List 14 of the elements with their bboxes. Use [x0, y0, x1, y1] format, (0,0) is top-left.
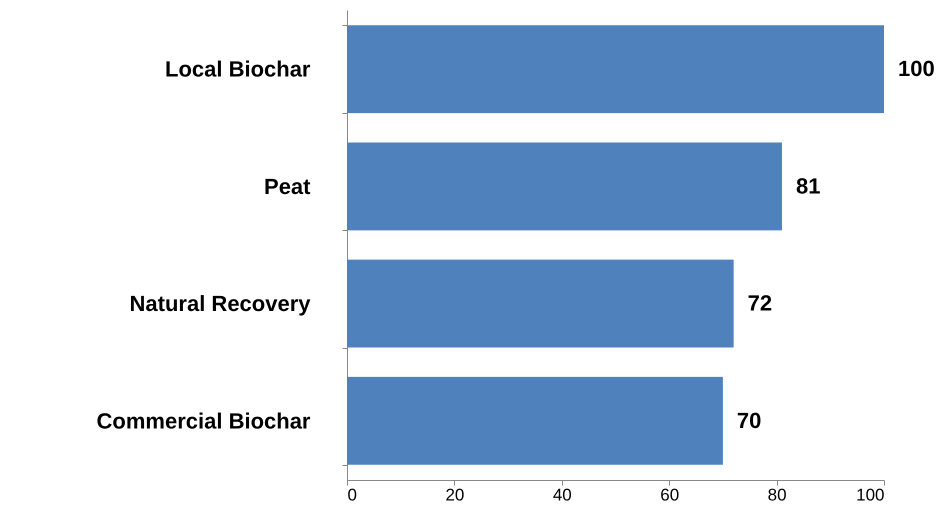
y-tick-label: Local Biochar — [165, 56, 311, 82]
x-tick-label: 80 — [768, 486, 787, 504]
x-tick-label: 100 — [856, 486, 884, 504]
data-label: 100 — [898, 56, 935, 82]
y-tick-label: Peat — [264, 174, 312, 199]
data-label: 81 — [796, 173, 820, 198]
x-tick-label: 0 — [348, 486, 357, 504]
y-tick-label: Natural Recovery — [130, 291, 312, 316]
data-label: 70 — [736, 408, 762, 433]
x-tick-label: 60 — [660, 486, 680, 504]
x-tick-label: 20 — [445, 486, 464, 504]
x-tick-label: 40 — [552, 486, 572, 504]
data-label: 72 — [748, 290, 772, 316]
y-tick-label: Commercial Biochar — [96, 408, 311, 434]
